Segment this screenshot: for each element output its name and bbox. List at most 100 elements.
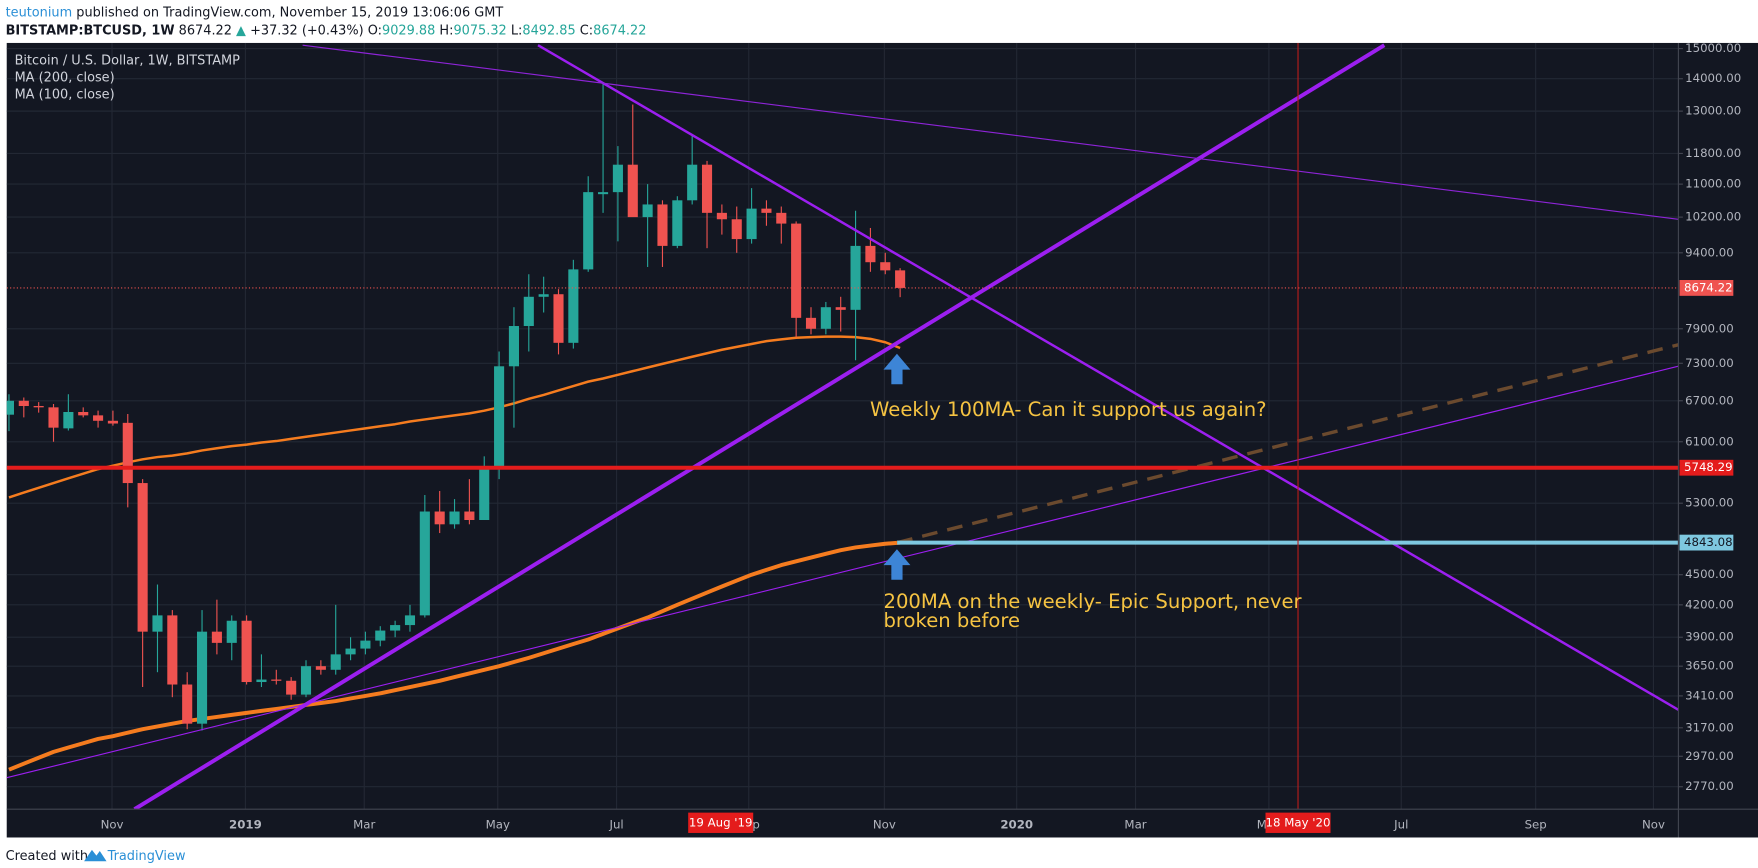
candle-body: [300, 666, 312, 695]
author: teutonium: [6, 5, 73, 20]
symbol: BITSTAMP:BTCUSD, 1W: [6, 23, 175, 38]
candle-body: [761, 208, 772, 213]
price-label: 8674.22: [1684, 280, 1733, 294]
candle-body: [271, 679, 282, 681]
axes: 15000.00 14000.00 13000.00 11800.00 11000.00…: [101, 41, 1741, 833]
candle-body: [776, 212, 787, 224]
candle-body: [137, 483, 148, 632]
trend-line: [537, 44, 1679, 711]
annotation: 200MA on the weekly- Epic Support, never: [883, 590, 1302, 613]
candle-body: [286, 680, 297, 695]
candle-body: [78, 411, 89, 416]
low-label: L:: [511, 23, 523, 38]
candle-body: [226, 620, 237, 643]
ma-line: [8, 540, 901, 772]
candle-body: [791, 223, 802, 318]
arrow-icon: [883, 549, 911, 580]
candle-body: [672, 200, 683, 246]
candle-body: [865, 245, 876, 263]
candle-body: [196, 631, 208, 724]
x-marker-label: 18 May '20: [1266, 815, 1331, 829]
candle-body: [345, 648, 356, 655]
x-tick-label: Sep: [1525, 818, 1547, 832]
x-tick-label: Jul: [608, 818, 623, 832]
x-marker-box: [1265, 812, 1331, 833]
x-tick-label: 2019: [229, 818, 262, 832]
candle-body: [449, 511, 460, 525]
candle-body: [627, 164, 638, 218]
plot: [6, 42, 1679, 810]
high-label: H:: [439, 23, 453, 38]
candle-body: [598, 192, 609, 195]
candle-body: [93, 415, 104, 421]
y-tick-label: 13000.00: [1685, 104, 1741, 118]
trend-line: [6, 365, 1679, 779]
candle-body: [687, 164, 698, 201]
y-tick-label: 7900.00: [1685, 321, 1734, 335]
y-tick-label: 3170.00: [1685, 720, 1734, 734]
price-label-box: [1679, 534, 1734, 551]
x-tick-label: May: [486, 818, 510, 832]
candle-body: [479, 467, 490, 521]
price-label-box: [1679, 459, 1734, 476]
candle-body: [182, 684, 193, 724]
candle-body: [612, 164, 623, 193]
y-tick-label: 3900.00: [1685, 630, 1734, 644]
y-tick-label: 3650.00: [1685, 659, 1734, 673]
y-tick-label: 15000.00: [1685, 41, 1741, 55]
candle-body: [152, 615, 163, 632]
candle-body: [657, 204, 668, 246]
candle-body: [642, 204, 653, 218]
footer-brand: TradingView: [107, 849, 186, 864]
y-tick-label: 6700.00: [1685, 393, 1734, 407]
candle-body: [63, 411, 74, 429]
published: published on TradingView.com, November 1…: [76, 5, 503, 20]
ma-line: [8, 335, 901, 499]
y-tick-label: 3410.00: [1685, 688, 1734, 702]
legend-entry: MA (200, close): [15, 70, 115, 85]
candle-body: [805, 317, 817, 329]
close-value: 8674.22: [593, 23, 646, 38]
candle-body: [820, 307, 831, 329]
y-tick-label: 2770.00: [1685, 779, 1734, 793]
last-price: 8674.22: [179, 23, 232, 38]
arrow-icon: [883, 353, 911, 385]
low-value: 8492.85: [522, 23, 575, 38]
candle-body: [701, 164, 713, 213]
candle-body: [508, 326, 519, 367]
candle-body: [583, 192, 594, 270]
trend-line: [302, 44, 1679, 220]
x-tick-label: Nov: [1642, 818, 1665, 832]
y-tick-label: 6100.00: [1685, 434, 1734, 448]
x-tick-label: Mar: [353, 818, 375, 832]
price-label-box: [1679, 280, 1734, 296]
candle-body: [553, 294, 564, 343]
close-label: C:: [580, 23, 593, 38]
candle-body: [330, 654, 341, 670]
y-tick-label: 5300.00: [1685, 496, 1734, 510]
y-tick-label: 7300.00: [1685, 356, 1734, 370]
y-tick-label: 2970.00: [1685, 749, 1734, 763]
candle-body: [464, 511, 475, 521]
candle-body: [107, 420, 118, 424]
candle-body: [256, 679, 267, 683]
y-tick-label: 9400.00: [1685, 245, 1734, 259]
trend-line: [133, 43, 1386, 810]
candle-body: [241, 620, 252, 683]
high-value: 9075.32: [453, 23, 506, 38]
candle-body: [375, 630, 386, 641]
candle-body: [895, 270, 906, 288]
candle-body: [6, 400, 15, 415]
candle-body: [404, 615, 416, 626]
chart-background: [6, 42, 1758, 838]
trend-line: [896, 343, 1679, 545]
candle-body: [880, 262, 891, 271]
legend-title: Bitcoin / U.S. Dollar, 1W, BITSTAMP: [15, 54, 241, 69]
symbol-line: BITSTAMP:BTCUSD, 1W 8674.22 ▲ +37.32 (+0…: [6, 23, 647, 38]
candle-body: [835, 307, 846, 310]
change: +37.32 (+0.43%): [250, 23, 364, 38]
candle-body: [18, 400, 29, 407]
candle-body: [167, 615, 178, 685]
open-value: 9029.88: [382, 23, 435, 38]
